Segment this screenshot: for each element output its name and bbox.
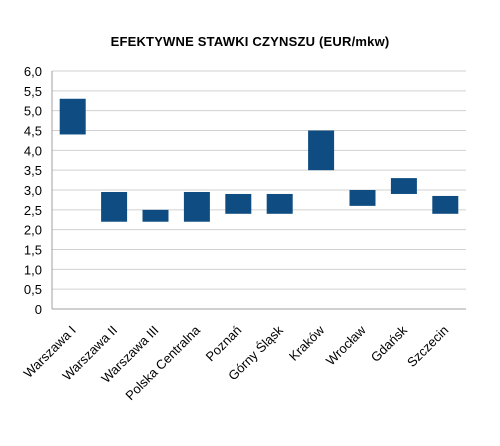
range-bar xyxy=(432,195,459,214)
range-bar xyxy=(142,209,169,222)
range-bar xyxy=(390,178,417,194)
range-bar xyxy=(59,98,86,135)
range-bar xyxy=(308,130,335,171)
y-tick-label: 4,0 xyxy=(24,143,42,158)
range-bar xyxy=(183,191,210,222)
x-tick-label: Kraków xyxy=(286,322,328,364)
y-tick-label: 3,5 xyxy=(24,163,42,178)
grid-layer xyxy=(52,70,466,310)
range-bar xyxy=(266,193,293,214)
x-tick-label: Szczecin xyxy=(404,323,451,370)
range-bar xyxy=(349,190,376,206)
y-tick-label: 2,0 xyxy=(24,223,42,238)
y-tick-labels: 0 0,5 1,0 1,5 2,0 2,5 3,0 3,5 4,0 4,5 5,0 5,5 6,0 xyxy=(24,64,42,317)
y-tick-label: 1,5 xyxy=(24,243,42,258)
bars-layer xyxy=(59,98,459,222)
y-tick-label: 0 xyxy=(35,302,42,317)
x-tick-label: Poznań xyxy=(203,323,245,365)
range-bar xyxy=(225,193,252,214)
axis-layer xyxy=(51,71,466,310)
x-tick-label: Wrocław xyxy=(323,322,369,368)
y-tick-label: 6,0 xyxy=(24,64,42,79)
y-tick-label: 0,5 xyxy=(24,282,42,297)
y-tick-label: 1,0 xyxy=(24,262,42,277)
y-tick-label: 3,0 xyxy=(24,183,42,198)
x-tick-label: Polska Centralna xyxy=(122,322,203,403)
range-bar xyxy=(101,191,128,222)
y-tick-label: 5,5 xyxy=(24,84,42,99)
y-tick-label: 5,0 xyxy=(24,104,42,119)
y-tick-label: 2,5 xyxy=(24,203,42,218)
chart-title: EFEKTYWNE STAWKI CZYNSZU (EUR/mkw) xyxy=(110,34,390,49)
y-tick-label: 4,5 xyxy=(24,124,42,139)
